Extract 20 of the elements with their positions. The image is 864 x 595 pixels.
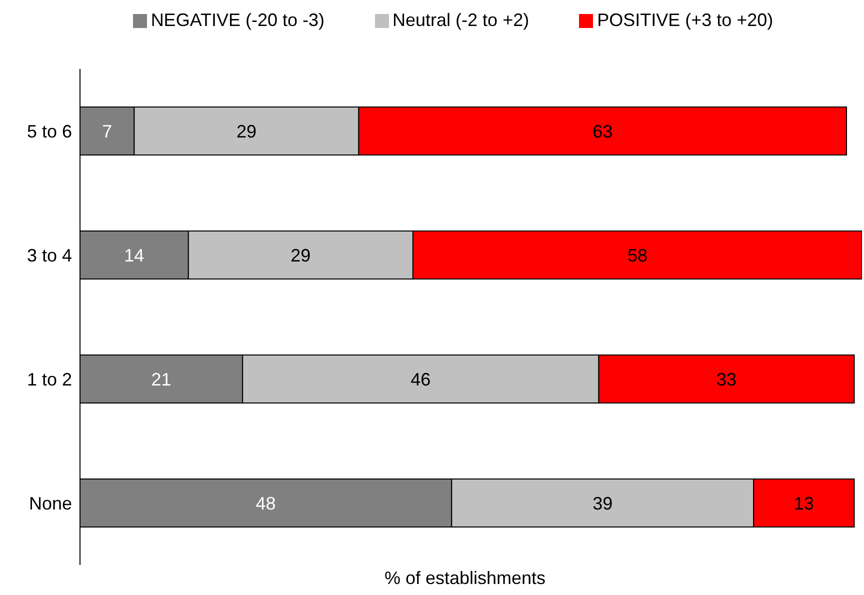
legend-label: Neutral (-2 to +2) — [392, 10, 530, 30]
legend-label: NEGATIVE (-20 to -3) — [150, 10, 325, 30]
data-label: 29 — [236, 121, 256, 142]
y-tick-label: 5 to 6 — [26, 121, 72, 142]
data-label: 63 — [592, 121, 613, 142]
y-tick-label: 3 to 4 — [26, 245, 72, 266]
legend-label: POSITIVE (+3 to +20) — [597, 10, 774, 30]
data-label: 21 — [151, 369, 172, 390]
data-label: 29 — [290, 245, 311, 266]
data-label: 7 — [102, 121, 112, 142]
data-label: 33 — [716, 369, 737, 390]
y-tick-label: 1 to 2 — [26, 369, 72, 390]
data-label: 58 — [627, 245, 648, 266]
data-label: 39 — [592, 493, 613, 514]
x-axis-title: % of establishments — [383, 568, 547, 589]
data-label: 48 — [256, 493, 276, 514]
data-label: 13 — [794, 493, 814, 514]
data-label: 46 — [410, 369, 431, 390]
y-tick-label: None — [28, 493, 72, 514]
data-label: 14 — [124, 245, 144, 266]
